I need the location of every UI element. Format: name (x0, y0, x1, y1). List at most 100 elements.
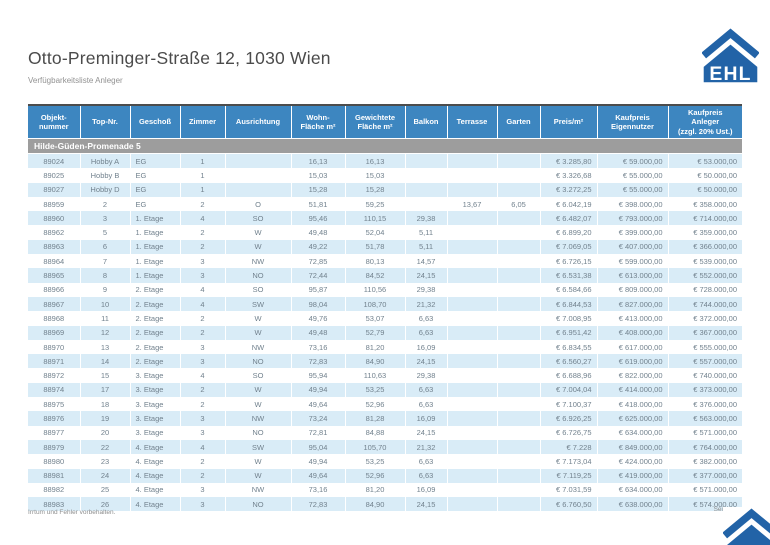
cell: 3 (180, 497, 226, 512)
cell: € 6.926,25 (540, 411, 598, 426)
cell: 72,81 (291, 425, 346, 440)
table-row: 88960 3 1. Etage 4 SO 95,46 110,15 29,38 € 6.482… (28, 211, 742, 226)
cell: 88983 (28, 497, 81, 512)
table-row: 88962 5 1. Etage 2 W 49,48 52,04 5,11 € 6.899,20… (28, 225, 742, 240)
cell: NO (225, 268, 292, 283)
cell: 9 (80, 282, 131, 297)
cell: 2 (180, 239, 226, 255)
cell: 53,07 (345, 311, 406, 326)
cell: 24,15 (405, 497, 448, 512)
table-row: 88966 9 2. Etage 4 SO 95,87 110,56 29,38 € 6.584… (28, 282, 742, 297)
cell: 24,15 (405, 354, 448, 369)
cell: NO (225, 497, 292, 512)
cell: 110,56 (345, 282, 406, 297)
table-row: 88981 24 4. Etage 2 W 49,64 52,96 6,63 € 7.119,2… (28, 468, 742, 483)
cell: 15,28 (345, 182, 406, 197)
cell: € 407.000,00 (597, 239, 669, 255)
cell: € 555.000,00 (693, 342, 737, 352)
cell: 49,64 (291, 468, 346, 483)
cell: 4 (180, 439, 226, 455)
cell: € 59.000,00 (597, 153, 669, 169)
cell: 3 (80, 211, 131, 226)
cell (405, 153, 448, 169)
page-number-text: Sei (713, 506, 723, 513)
column-header: Terrasse (447, 104, 498, 139)
cell (497, 182, 541, 197)
table-row: 88963 6 1. Etage 2 W 49,22 51,78 5,11 € 7.069,05… (28, 239, 742, 255)
cell: 88966 (28, 282, 81, 297)
cell: 4. Etage (130, 439, 181, 455)
cell: 3 (180, 254, 226, 269)
cell: W (225, 225, 292, 240)
cell: 49,94 (291, 454, 346, 469)
cell: 84,90 (345, 354, 406, 369)
cell: € 6.688,96 (540, 368, 598, 383)
cell (497, 354, 541, 369)
cell: € 6.726,75 (540, 425, 598, 440)
cell: 88967 (28, 296, 81, 312)
cell (225, 182, 292, 197)
cell (497, 468, 541, 483)
cell: 23 (80, 454, 131, 469)
cell: 88959 (28, 196, 81, 212)
column-header: Top-Nr. (80, 104, 131, 139)
cell: € 539.000,00 (693, 256, 737, 266)
cell: 88965 (28, 268, 81, 283)
cell: € 7.069,05 (540, 239, 598, 255)
cell (447, 168, 498, 183)
cell: 3. Etage (130, 368, 181, 383)
cell: 81,20 (345, 339, 406, 355)
cell: 2. Etage (130, 311, 181, 326)
cell: 49,64 (291, 397, 346, 412)
cell: 6 (80, 239, 131, 255)
cell: 2. Etage (130, 325, 181, 340)
cell (447, 339, 498, 355)
column-header: Garten (497, 104, 541, 139)
cell: 49,76 (291, 311, 346, 326)
cell: € 6.760,50 (540, 497, 598, 512)
cell: 29,38 (405, 368, 448, 383)
cell (497, 268, 541, 283)
cell: € 50.000,00 (697, 170, 737, 180)
cell: 2 (180, 311, 226, 326)
cell: 72,85 (291, 254, 346, 269)
column-header: Gewichtete Fläche m² (345, 104, 406, 139)
cell: € 599.000,00 (597, 254, 669, 269)
cell: W (225, 468, 292, 483)
cell: 6,63 (405, 468, 448, 483)
cell: € 574.000,00 (693, 499, 737, 509)
cell: 84,52 (345, 268, 406, 283)
cell (447, 368, 498, 383)
cell (447, 397, 498, 412)
cell: 12 (80, 325, 131, 340)
cell: 8 (80, 268, 131, 283)
cell: 6,63 (405, 311, 448, 326)
cell: 88977 (28, 425, 81, 440)
cell: € 367.000,00 (693, 328, 737, 338)
cell: 4 (180, 368, 226, 383)
cell: 1 (180, 168, 226, 183)
cell (447, 311, 498, 326)
cell: 2. Etage (130, 339, 181, 355)
cell: € 7.004,04 (540, 382, 598, 398)
cell: € 7.100,37 (540, 397, 598, 412)
cell: € 552.000,00 (693, 271, 737, 281)
cell: 49,94 (291, 382, 346, 398)
cell: € 419.000,00 (597, 468, 669, 483)
cell (497, 239, 541, 255)
cell: 15,03 (345, 168, 406, 183)
cell: € 6.899,20 (540, 225, 598, 240)
cell (447, 296, 498, 312)
cell (497, 482, 541, 498)
group-header-label: Hilde-Güden-Promenade 5 (28, 138, 742, 154)
cell: 13,67 (447, 196, 498, 212)
cell: 88960 (28, 211, 81, 226)
cell: 89024 (28, 153, 81, 169)
cell: 2. Etage (130, 282, 181, 297)
cell (447, 182, 498, 197)
cell: € 563.000,00 (693, 413, 737, 423)
cell: € 571.000,00 (693, 485, 737, 495)
cell (447, 439, 498, 455)
cell: 88981 (28, 468, 81, 483)
cell: SW (225, 296, 292, 312)
